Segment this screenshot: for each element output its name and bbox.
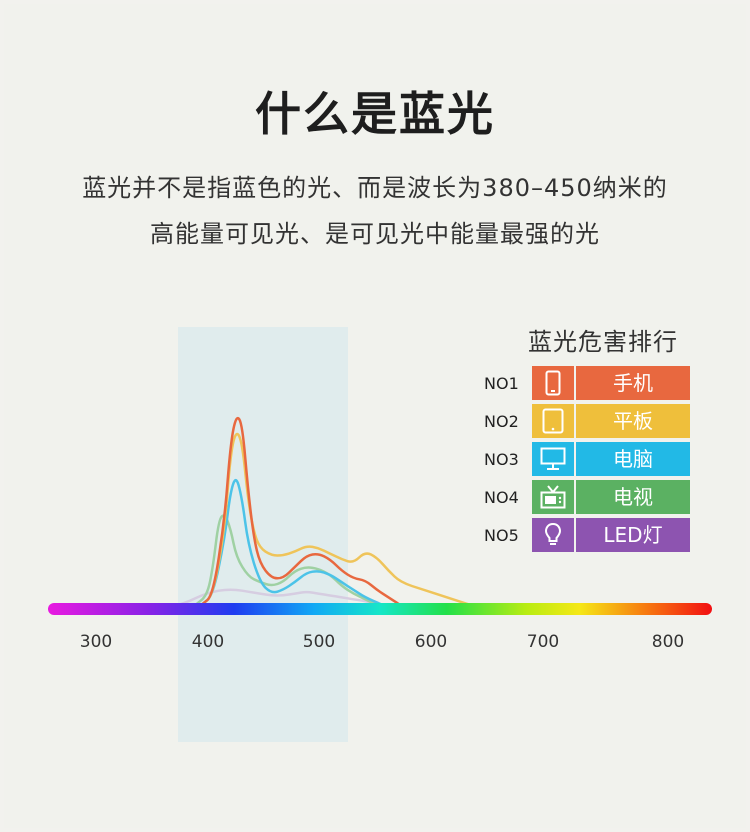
bulb-icon [532,518,574,552]
rank-row-2: NO2 平板 [484,404,694,438]
x-tick-label: 500 [302,632,336,652]
x-tick-label: 800 [651,632,685,652]
visible-spectrum-bar [48,603,712,615]
spectrum-curve-2 [200,432,471,607]
rank-row-5: NO5 LED灯 [484,518,694,552]
tablet-icon [532,404,574,438]
spectrum-curve-4 [194,514,379,607]
page-title: 什么是蓝光 [255,87,495,141]
x-tick-label: 700 [526,632,560,652]
ranking-title: 蓝光危害排行 [528,328,678,356]
blue-light-band [178,327,348,742]
spectrum-curve-3 [200,478,384,607]
tv-icon [532,480,574,514]
rank-row-4: NO4 电视 [484,480,694,514]
rank-label: 电视 [576,480,690,514]
rank-label: 平板 [576,404,690,438]
phone-icon [532,366,574,400]
rank-number: NO2 [484,412,519,431]
rank-number: NO3 [484,450,519,469]
x-tick-label: 300 [79,632,113,652]
rank-row-3: NO3 电脑 [484,442,694,476]
rank-label: LED灯 [576,518,690,552]
spectrum-curve-1 [200,416,402,607]
x-tick-label: 400 [191,632,225,652]
subtitle-line-2: 高能量可见光、是可见光中能量最强的光 [150,220,600,248]
subtitle-line-1: 蓝光并不是指蓝色的光、而是波长为380–450纳米的 [82,174,668,202]
rank-number: NO5 [484,526,519,545]
x-tick-label: 600 [414,632,448,652]
monitor-icon [532,442,574,476]
rank-number: NO4 [484,488,519,507]
rank-row-1: NO1 手机 [484,366,694,400]
rank-number: NO1 [484,374,519,393]
rank-label: 手机 [576,366,690,400]
rank-label: 电脑 [576,442,690,476]
